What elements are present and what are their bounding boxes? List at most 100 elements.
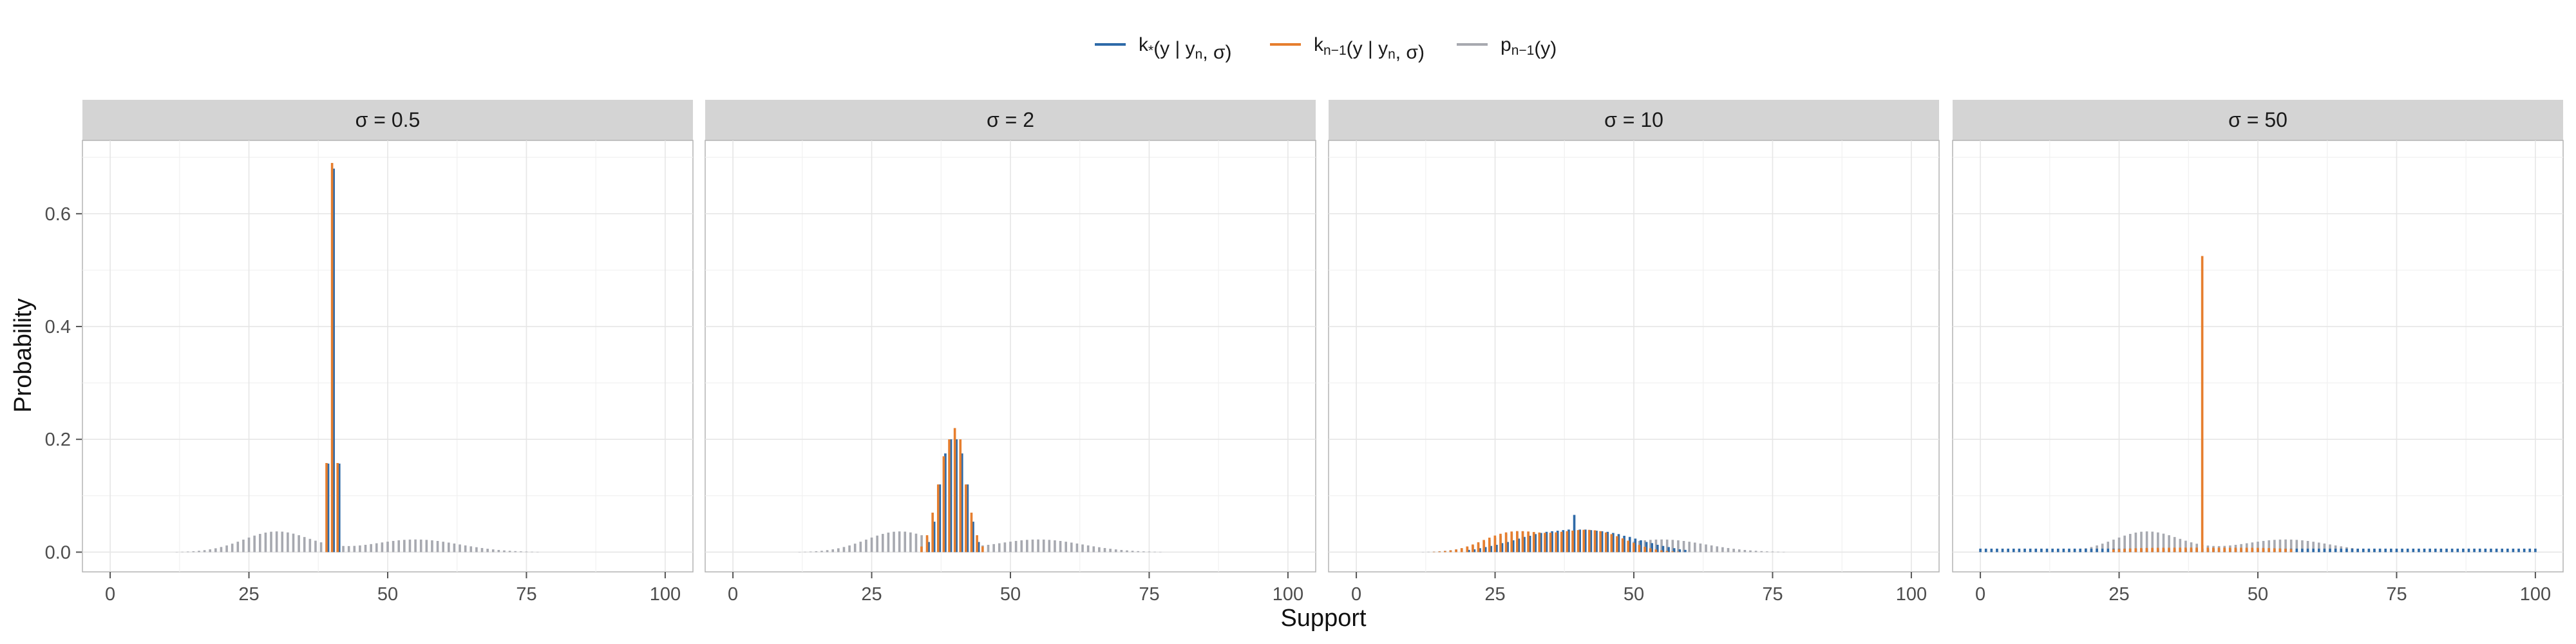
p-nm1-bar <box>1042 539 1045 553</box>
k-nm1-bar <box>1571 530 1574 553</box>
p-nm1-bar <box>1137 551 1140 553</box>
k-nm1-bar <box>2240 547 2242 553</box>
p-nm1-bar <box>486 549 489 553</box>
p-nm1-bar <box>1020 540 1023 553</box>
k-star-bar <box>332 168 335 553</box>
p-nm1-bar <box>270 531 272 553</box>
k-star-bar <box>1534 534 1537 553</box>
p-nm1-bar <box>1070 542 1073 553</box>
k-nm1-bar <box>1665 551 1669 553</box>
gridlines <box>705 140 1316 572</box>
x-tick-label: 75 <box>1139 584 1159 605</box>
k-star-bar <box>2085 548 2087 553</box>
k-star-bar <box>2329 548 2331 553</box>
p-nm1-bar <box>203 550 206 553</box>
x-tick-label: 0 <box>105 584 115 605</box>
k-nm1-bar <box>2128 548 2132 553</box>
p-nm1-bar <box>842 547 846 553</box>
p-nm1-bar <box>1131 551 1134 553</box>
k-nm1-bar <box>1455 549 1457 553</box>
k-star-bar <box>1595 531 1598 553</box>
k-nm1-bar <box>959 439 962 553</box>
k-nm1-bar <box>2223 547 2226 553</box>
k-star-bar <box>1623 535 1625 553</box>
k-star-bar <box>2007 548 2009 553</box>
p-nm1-bar <box>1654 539 1658 553</box>
k-nm1-bar <box>1582 529 1586 553</box>
k-star-bar <box>2045 548 2049 553</box>
p-nm1-bar <box>264 532 267 553</box>
k-star-bar <box>1634 538 1637 553</box>
x-tick-label: 25 <box>1484 584 1505 605</box>
p-nm1-bar <box>258 534 261 553</box>
x-tick-label: 0 <box>728 584 738 605</box>
k-star-bar <box>2073 548 2076 553</box>
k-star-bar <box>1628 536 1631 553</box>
p-nm1-bar <box>459 544 461 553</box>
k-star-bar <box>949 439 952 553</box>
p-nm1-bar <box>225 545 228 553</box>
k-nm1-bar <box>1638 545 1641 553</box>
p-nm1-bar <box>1671 540 1674 553</box>
p-nm1-bar <box>1771 551 1774 553</box>
k-nm1-bar <box>2212 547 2215 553</box>
k-nm1-bar <box>2273 548 2276 553</box>
k-star-bar <box>1589 530 1593 553</box>
x-tick-label: 50 <box>2248 584 2268 605</box>
k-star-bar <box>2445 548 2448 553</box>
k-star-bar <box>2462 548 2465 553</box>
p-nm1-bar <box>820 551 823 553</box>
k-nm1-bar <box>1516 531 1519 553</box>
p-nm1-bar <box>898 531 901 553</box>
p-nm1-bar <box>1054 540 1056 553</box>
p-nm1-bar <box>2162 533 2165 553</box>
p-nm1-bar <box>480 547 484 553</box>
k-nm1-bar <box>1510 531 1513 553</box>
k-nm1-bar <box>1560 531 1563 553</box>
p-nm1-bar <box>1048 540 1051 553</box>
p-nm1-bar <box>392 540 395 553</box>
p-nm1-bar <box>292 533 295 553</box>
p-nm1-bar <box>214 548 217 553</box>
k-star-bar <box>2517 548 2520 553</box>
x-tick-label: 100 <box>2520 584 2551 605</box>
p-nm1-bar <box>2117 537 2121 553</box>
k-star-bar <box>2439 548 2443 553</box>
k-nm1-bar <box>953 428 956 553</box>
p-nm1-bar <box>242 539 245 553</box>
p-nm1-bar <box>198 551 200 553</box>
k-star-bar <box>2423 548 2426 553</box>
panel-title: σ = 2 <box>987 108 1034 131</box>
panel-1: σ = 0.5 0 25 50 75 100 <box>82 100 694 605</box>
k-star-bar <box>2390 548 2392 553</box>
p-nm1-bar <box>469 546 473 553</box>
legend-item-knm1: kn−1(y | yn, σ) <box>1270 34 1425 63</box>
k-star-bar <box>1667 547 1670 553</box>
p-nm1-bar <box>1688 542 1690 553</box>
k-nm1-bar <box>1660 550 1663 553</box>
p-nm1-bar <box>1031 539 1034 553</box>
legend-item-kstar: k*(y | yn, σ) <box>1095 34 1232 63</box>
p-nm1-bar <box>2168 535 2170 553</box>
k-star-bar <box>1523 536 1526 553</box>
x-tick-label: 100 <box>650 584 681 605</box>
k-nm1-bar <box>2195 547 2198 553</box>
p-nm1-bar <box>2323 543 2326 553</box>
k-star-bar <box>2340 548 2343 553</box>
k-star-bar <box>2029 548 2032 553</box>
p-nm1-bar <box>1665 539 1669 553</box>
k-nm1-bar <box>1527 531 1530 553</box>
k-star-bar <box>2345 548 2348 553</box>
p-nm1-bar <box>181 551 184 553</box>
k-nm1-bar <box>1643 547 1646 553</box>
p-nm1-bar <box>1059 541 1062 553</box>
p-nm1-bar <box>1710 545 1713 553</box>
k-star-bar <box>2367 548 2371 553</box>
legend-label-knm1: kn−1(y | yn, σ) <box>1314 34 1425 63</box>
p-nm1-bar <box>1086 545 1090 553</box>
k-star-bar <box>2317 548 2320 553</box>
p-nm1-bar <box>2295 540 2298 553</box>
k-star-bar <box>2312 548 2315 553</box>
k-nm1-bar <box>1654 549 1658 553</box>
p-nm1-bar <box>992 544 995 553</box>
